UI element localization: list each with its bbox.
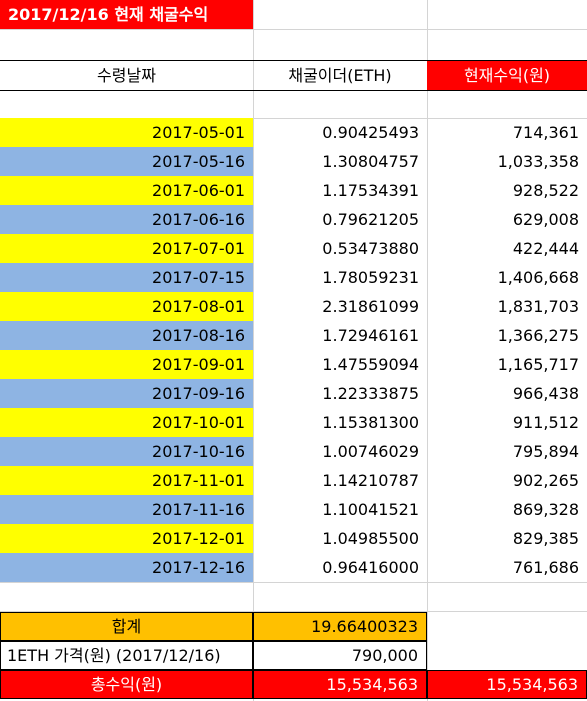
total-label[interactable]: 합계 bbox=[0, 612, 253, 641]
date-cell[interactable]: 2017-11-16 bbox=[0, 495, 253, 524]
krw-cell[interactable]: 1,033,358 bbox=[497, 152, 579, 171]
eth-cell[interactable]: 0.53473880 bbox=[322, 239, 419, 258]
krw-cell[interactable]: 761,686 bbox=[512, 558, 579, 577]
revenue-value-copy[interactable]: 15,534,563 bbox=[427, 670, 587, 699]
eth-price-value[interactable]: 790,000 bbox=[253, 641, 427, 670]
krw-cell[interactable]: 911,512 bbox=[512, 413, 579, 432]
krw-cell[interactable]: 422,444 bbox=[512, 239, 579, 258]
total-row: 합계 19.66400323 bbox=[0, 612, 587, 641]
table-row: 2017-05-16 1.30804757 1,033,358 bbox=[0, 147, 587, 176]
table-row: 2017-10-16 1.00746029 795,894 bbox=[0, 437, 587, 466]
eth-cell[interactable]: 1.15381300 bbox=[322, 413, 419, 432]
table-row: 2017-11-01 1.14210787 902,265 bbox=[0, 466, 587, 495]
eth-cell[interactable]: 1.10041521 bbox=[322, 500, 419, 519]
table-row: 2017-05-01 0.90425493 714,361 bbox=[0, 118, 587, 147]
date-cell[interactable]: 2017-07-15 bbox=[0, 263, 253, 292]
header-mined-eth[interactable]: 채굴이더(ETH) bbox=[288, 66, 392, 85]
date-cell[interactable]: 2017-11-01 bbox=[0, 466, 253, 495]
eth-cell[interactable]: 1.78059231 bbox=[322, 268, 419, 287]
eth-price-label[interactable]: 1ETH 가격(원) (2017/12/16) bbox=[0, 641, 253, 670]
eth-cell[interactable]: 0.96416000 bbox=[322, 558, 419, 577]
krw-cell[interactable]: 966,438 bbox=[512, 384, 579, 403]
eth-cell[interactable]: 1.72946161 bbox=[322, 326, 419, 345]
eth-cell[interactable]: 1.14210787 bbox=[322, 471, 419, 490]
date-cell[interactable]: 2017-07-01 bbox=[0, 234, 253, 263]
krw-cell[interactable]: 928,522 bbox=[512, 181, 579, 200]
krw-cell[interactable]: 714,361 bbox=[512, 123, 579, 142]
krw-cell[interactable]: 1,406,668 bbox=[497, 268, 579, 287]
eth-cell[interactable]: 1.22333875 bbox=[322, 384, 419, 403]
sheet-title[interactable]: 2017/12/16 현재 채굴수익 bbox=[0, 0, 253, 29]
table-row: 2017-11-16 1.10041521 869,328 bbox=[0, 495, 587, 524]
date-cell[interactable]: 2017-09-16 bbox=[0, 379, 253, 408]
eth-cell[interactable]: 2.31861099 bbox=[322, 297, 419, 316]
header-current-revenue[interactable]: 현재수익(원) bbox=[427, 61, 587, 90]
table-row: 2017-10-01 1.15381300 911,512 bbox=[0, 408, 587, 437]
krw-cell[interactable]: 902,265 bbox=[512, 471, 579, 490]
eth-cell[interactable]: 0.79621205 bbox=[322, 210, 419, 229]
krw-cell[interactable]: 829,385 bbox=[512, 529, 579, 548]
krw-cell[interactable]: 869,328 bbox=[512, 500, 579, 519]
revenue-row: 총수익(원) 15,534,563 15,534,563 bbox=[0, 670, 587, 699]
date-cell[interactable]: 2017-08-01 bbox=[0, 292, 253, 321]
krw-cell[interactable]: 1,165,717 bbox=[497, 355, 579, 374]
date-cell[interactable]: 2017-06-01 bbox=[0, 176, 253, 205]
grid-line bbox=[0, 29, 587, 30]
date-cell[interactable]: 2017-12-01 bbox=[0, 524, 253, 553]
table-row: 2017-08-01 2.31861099 1,831,703 bbox=[0, 292, 587, 321]
table-row: 2017-06-01 1.17534391 928,522 bbox=[0, 176, 587, 205]
table-row: 2017-12-16 0.96416000 761,686 bbox=[0, 553, 587, 582]
krw-cell[interactable]: 629,008 bbox=[512, 210, 579, 229]
eth-cell[interactable]: 0.90425493 bbox=[322, 123, 419, 142]
eth-cell[interactable]: 1.17534391 bbox=[322, 181, 419, 200]
date-cell[interactable]: 2017-10-16 bbox=[0, 437, 253, 466]
table-row: 2017-08-16 1.72946161 1,366,275 bbox=[0, 321, 587, 350]
grid-line bbox=[0, 611, 587, 612]
grid-line bbox=[0, 582, 587, 583]
date-cell[interactable]: 2017-05-16 bbox=[0, 147, 253, 176]
header-date[interactable]: 수령날짜 bbox=[97, 66, 156, 85]
table-row: 2017-06-16 0.79621205 629,008 bbox=[0, 205, 587, 234]
krw-cell[interactable]: 1,366,275 bbox=[497, 326, 579, 345]
table-row: 2017-09-01 1.47559094 1,165,717 bbox=[0, 350, 587, 379]
date-cell[interactable]: 2017-06-16 bbox=[0, 205, 253, 234]
table-row: 2017-07-01 0.53473880 422,444 bbox=[0, 234, 587, 263]
date-cell[interactable]: 2017-12-16 bbox=[0, 553, 253, 582]
grid-line bbox=[253, 0, 254, 701]
grid-line bbox=[0, 118, 587, 119]
date-cell[interactable]: 2017-09-01 bbox=[0, 350, 253, 379]
table-row: 2017-09-16 1.22333875 966,438 bbox=[0, 379, 587, 408]
krw-cell[interactable]: 795,894 bbox=[512, 442, 579, 461]
eth-cell[interactable]: 1.00746029 bbox=[322, 442, 419, 461]
price-row: 1ETH 가격(원) (2017/12/16) 790,000 bbox=[0, 641, 587, 670]
date-cell[interactable]: 2017-08-16 bbox=[0, 321, 253, 350]
total-eth[interactable]: 19.66400323 bbox=[253, 612, 427, 641]
date-cell[interactable]: 2017-05-01 bbox=[0, 118, 253, 147]
krw-cell[interactable]: 1,831,703 bbox=[497, 297, 579, 316]
table-row: 2017-12-01 1.04985500 829,385 bbox=[0, 524, 587, 553]
revenue-label[interactable]: 총수익(원) bbox=[0, 670, 253, 699]
table-row: 2017-07-15 1.78059231 1,406,668 bbox=[0, 263, 587, 292]
eth-cell[interactable]: 1.30804757 bbox=[322, 152, 419, 171]
grid-line bbox=[427, 0, 428, 701]
date-cell[interactable]: 2017-10-01 bbox=[0, 408, 253, 437]
table-header: 수령날짜 채굴이더(ETH) 현재수익(원) bbox=[0, 60, 587, 91]
eth-cell[interactable]: 1.04985500 bbox=[322, 529, 419, 548]
eth-cell[interactable]: 1.47559094 bbox=[322, 355, 419, 374]
revenue-value[interactable]: 15,534,563 bbox=[253, 670, 427, 699]
